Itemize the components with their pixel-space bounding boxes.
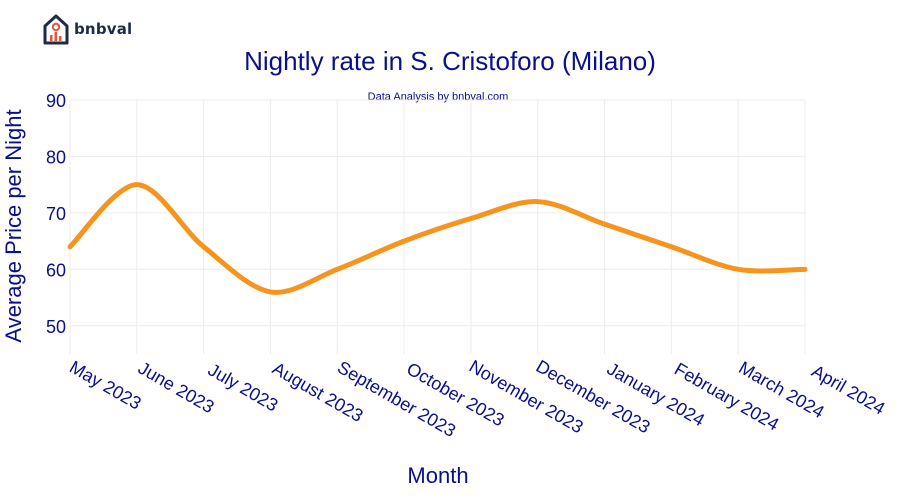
chart-subtitle: Data Analysis by bnbval.com [368,91,509,103]
series-line [67,182,808,295]
brand-logo[interactable]: bnbval [42,13,132,45]
y-axis-ticks: 50 60 70 80 90 [46,91,66,337]
grid [69,99,806,354]
chart-title: Nightly rate in S. Cristoforo (Milano) [244,46,656,76]
x-tick-label: July 2023 [205,360,282,416]
x-tick-label: November 2023 [466,356,587,437]
y-tick-label: 60 [46,260,66,280]
x-tick-label: May 2023 [66,357,144,414]
y-tick-label: 80 [46,147,66,167]
x-axis-label: Month [407,463,468,488]
y-tick-label: 70 [46,204,66,224]
y-axis-label: Average Price per Night [1,109,26,342]
y-tick-label: 50 [46,317,66,337]
x-tick-label: September 2023 [334,357,459,441]
house-chart-icon [43,14,69,45]
x-tick-label: December 2023 [533,356,654,437]
x-tick-label: June 2023 [135,358,218,417]
brand-name: bnbval [74,20,133,38]
y-tick-label: 90 [46,91,66,111]
